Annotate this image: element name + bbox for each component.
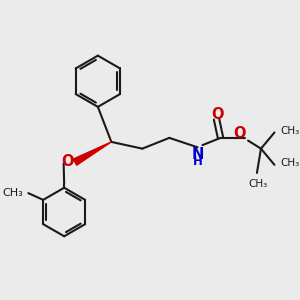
Text: H: H (193, 155, 203, 168)
Text: O: O (211, 106, 223, 122)
Text: O: O (234, 125, 246, 140)
Polygon shape (73, 142, 111, 165)
Text: N: N (192, 146, 204, 161)
Text: CH₃: CH₃ (249, 179, 268, 189)
Text: CH₃: CH₃ (280, 126, 300, 136)
Text: CH₃: CH₃ (3, 188, 23, 198)
Text: CH₃: CH₃ (280, 158, 300, 169)
Text: O: O (61, 154, 74, 169)
